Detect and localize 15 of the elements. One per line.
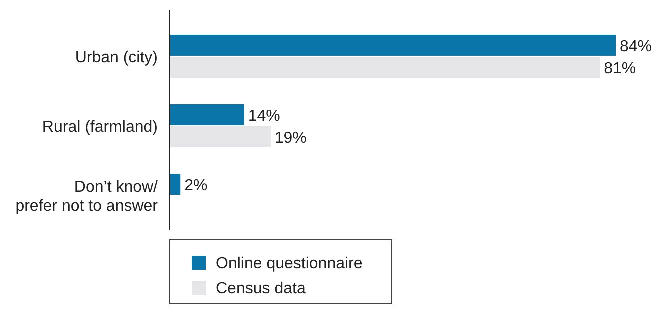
y-tick-label: Urban (city) xyxy=(75,50,158,67)
data-label: 84% xyxy=(620,38,652,56)
bar xyxy=(170,56,600,78)
legend-label: Online questionnaire xyxy=(216,256,363,273)
bar xyxy=(170,126,271,148)
y-tick-label: Don’t know/ prefer not to answer xyxy=(16,179,159,216)
data-label: 81% xyxy=(604,60,636,78)
bar xyxy=(170,174,181,196)
data-label: 14% xyxy=(248,108,280,126)
data-label: 19% xyxy=(274,130,307,148)
bar xyxy=(170,34,616,56)
data-label: 2% xyxy=(184,178,208,195)
y-tick-label: Rural (farmland) xyxy=(42,119,158,136)
bar xyxy=(170,104,244,126)
legend-label: Census data xyxy=(216,280,306,298)
